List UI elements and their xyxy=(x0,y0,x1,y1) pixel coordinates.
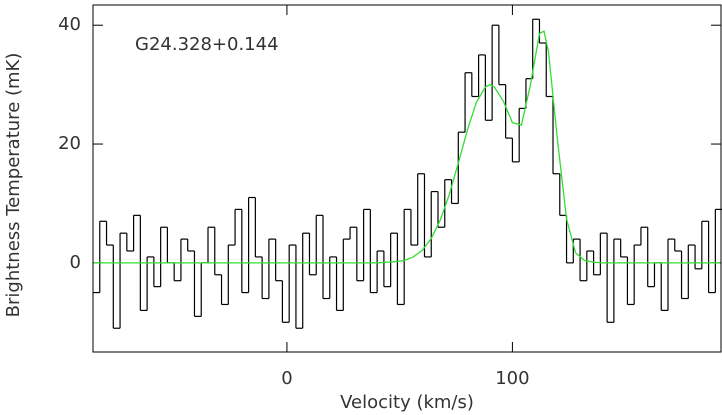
plot-frame xyxy=(92,4,722,353)
fit-line xyxy=(93,30,720,264)
x-axis-label: Velocity (km/s) xyxy=(340,392,474,413)
x-tick-label: 0 xyxy=(281,368,292,389)
y-axis-label: Brightness Temperature (mK) xyxy=(3,53,24,318)
y-tick-label: 40 xyxy=(58,14,81,35)
y-tick-label: 0 xyxy=(70,252,81,273)
annotation: G24.328+0.144 xyxy=(135,34,279,55)
y-tick-label: 20 xyxy=(58,133,81,154)
x-tick-label: 100 xyxy=(495,368,529,389)
